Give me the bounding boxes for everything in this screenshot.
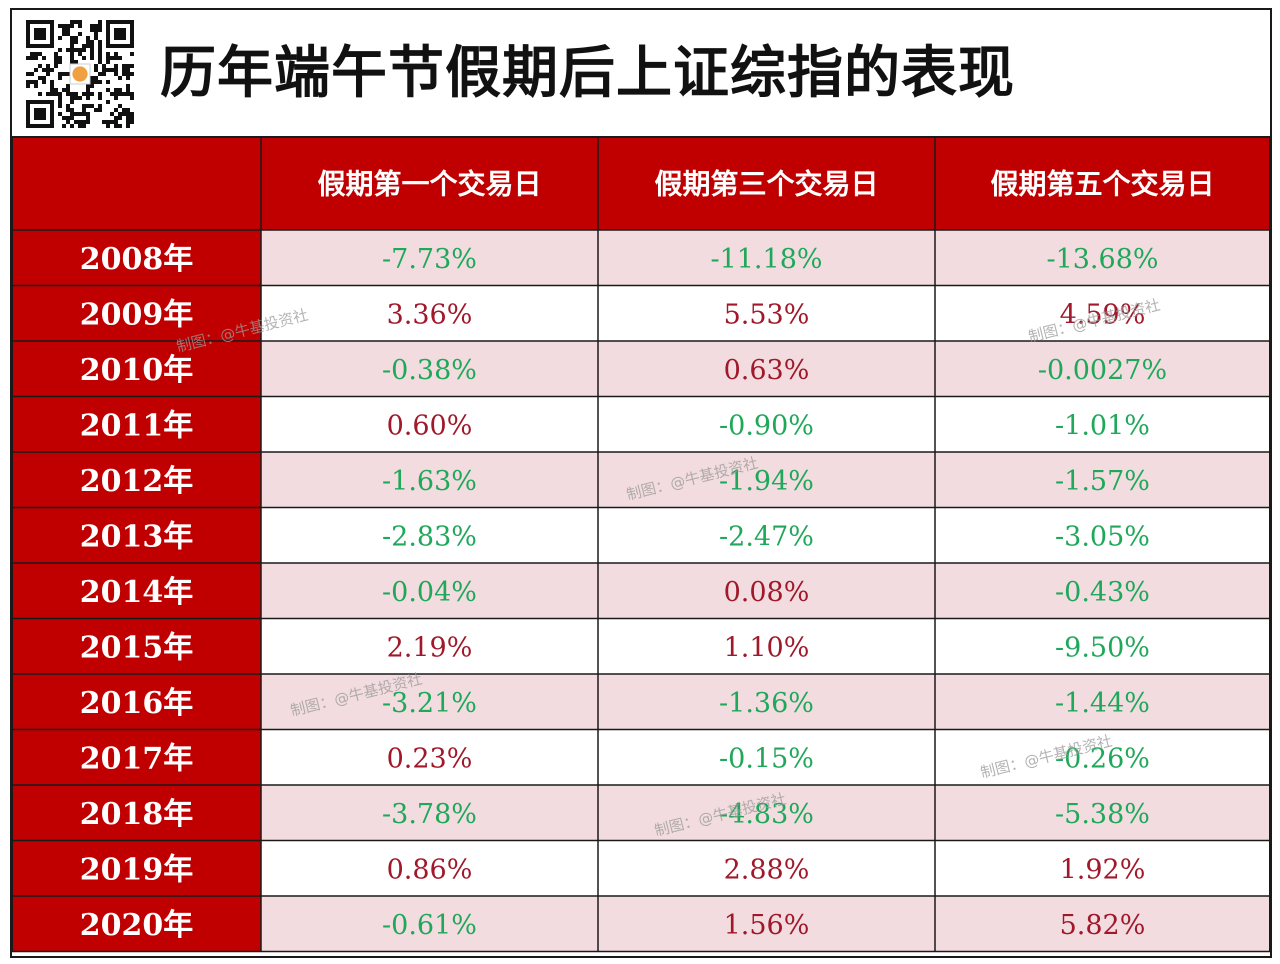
table-row — [261, 396, 1270, 452]
value-cell: 5.82% — [1060, 910, 1146, 941]
table-row — [261, 341, 1270, 397]
year-label: 2008年 — [80, 242, 194, 277]
value-cell: -0.0027% — [1038, 355, 1167, 386]
value-cell: -3.78% — [382, 799, 477, 830]
column-header: 假期第三个交易日 — [654, 168, 878, 201]
value-cell: -0.38% — [382, 355, 477, 386]
value-cell: -1.94% — [719, 466, 814, 497]
value-cell: -0.26% — [1055, 743, 1150, 774]
value-cell: 1.92% — [1060, 854, 1146, 885]
year-label: 2017年 — [80, 741, 194, 776]
value-cell: -1.57% — [1055, 466, 1150, 497]
value-cell: -1.44% — [1055, 688, 1150, 719]
value-cell: -9.50% — [1055, 632, 1150, 663]
value-cell: -3.21% — [382, 688, 477, 719]
qr-code-icon — [26, 20, 134, 128]
year-cell — [12, 507, 261, 563]
value-cell: -1.36% — [719, 688, 814, 719]
value-cell: -4.83% — [719, 799, 814, 830]
table-row — [261, 674, 1270, 730]
table-row — [261, 507, 1270, 563]
year-label: 2011年 — [80, 408, 194, 443]
value-cell: -0.61% — [382, 910, 477, 941]
value-cell: 0.60% — [387, 410, 473, 441]
value-cell: 0.63% — [724, 355, 810, 386]
value-cell: -2.83% — [382, 521, 477, 552]
table-row — [261, 285, 1270, 341]
year-cell — [12, 452, 261, 508]
value-cell: 2.19% — [387, 632, 473, 663]
value-cell: -5.38% — [1055, 799, 1150, 830]
year-cell — [12, 674, 261, 730]
year-label: 2009年 — [80, 297, 194, 332]
value-cell: 0.23% — [387, 743, 473, 774]
year-label: 2020年 — [80, 908, 194, 943]
value-cell: -13.68% — [1046, 244, 1158, 275]
value-cell: -7.73% — [382, 244, 477, 275]
year-cell — [12, 230, 261, 286]
year-cell — [12, 341, 261, 397]
value-cell: -0.90% — [719, 410, 814, 441]
value-cell: -0.43% — [1055, 577, 1150, 608]
year-label: 2012年 — [80, 464, 194, 499]
year-cell — [12, 285, 261, 341]
value-cell: -11.18% — [710, 244, 822, 275]
header-row — [12, 137, 1270, 230]
value-cell: -1.01% — [1055, 410, 1150, 441]
year-cell — [12, 785, 261, 841]
table-row — [261, 896, 1270, 952]
value-cell: 4.59% — [1060, 299, 1146, 330]
value-cell: 0.86% — [387, 854, 473, 885]
table-row — [261, 729, 1270, 785]
year-label: 2010年 — [80, 353, 194, 388]
year-label: 2015年 — [80, 630, 194, 665]
value-cell: 1.10% — [724, 632, 810, 663]
year-cell — [12, 563, 261, 619]
year-label: 2016年 — [80, 686, 194, 721]
year-cell — [12, 618, 261, 674]
title-bar — [12, 10, 1270, 136]
page-title: 历年端午节假期后上证综指的表现 — [160, 41, 1015, 106]
value-cell: -0.04% — [382, 577, 477, 608]
value-cell: 5.53% — [724, 299, 810, 330]
year-label: 2014年 — [80, 575, 194, 610]
table-row — [261, 563, 1270, 619]
year-cell — [12, 396, 261, 452]
value-cell: -2.47% — [719, 521, 814, 552]
year-cell — [12, 729, 261, 785]
year-label: 2013年 — [80, 519, 194, 554]
year-label: 2018年 — [80, 797, 194, 832]
value-cell: 2.88% — [724, 854, 810, 885]
value-cell: 3.36% — [387, 299, 473, 330]
table-row — [261, 452, 1270, 508]
value-cell: 1.56% — [724, 910, 810, 941]
table-row — [261, 230, 1270, 286]
value-cell: 0.08% — [724, 577, 810, 608]
value-cell: -3.05% — [1055, 521, 1150, 552]
table-row — [261, 840, 1270, 896]
year-cell — [12, 896, 261, 952]
column-header: 假期第五个交易日 — [990, 168, 1214, 201]
value-cell: -1.63% — [382, 466, 477, 497]
column-header: 假期第一个交易日 — [317, 168, 541, 201]
year-label: 2019年 — [80, 852, 194, 887]
table-row — [261, 618, 1270, 674]
year-cell — [12, 840, 261, 896]
value-cell: -0.15% — [719, 743, 814, 774]
grid-lines — [11, 136, 1271, 953]
table-row — [261, 785, 1270, 841]
